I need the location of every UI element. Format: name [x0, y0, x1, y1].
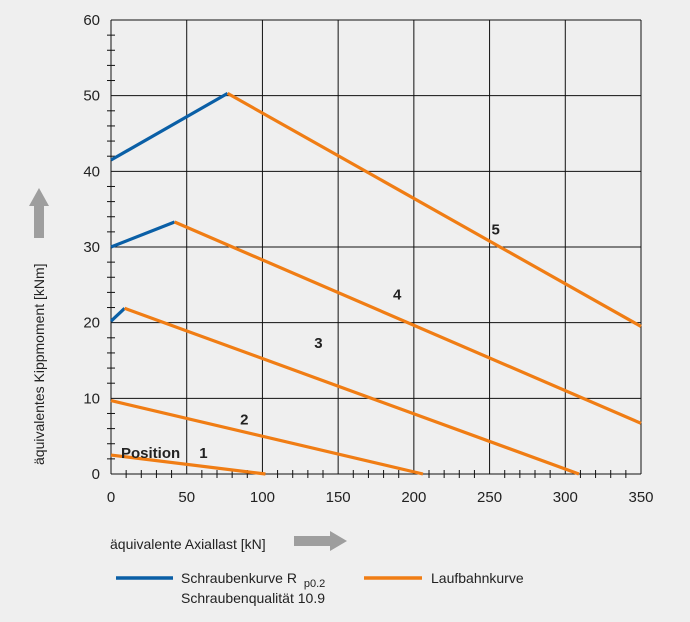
position-number-5: 5 — [491, 222, 499, 239]
screw-curve-position-5 — [111, 93, 228, 160]
position-label: Position — [121, 445, 180, 462]
legend-screw-subscript: p0.2 — [304, 578, 325, 590]
legend: Schraubenkurve R p0.2 Schraubenqualität … — [116, 570, 524, 606]
raceway-curve-position-2 — [111, 401, 423, 474]
legend-raceway-label: Laufbahnkurve — [431, 570, 524, 586]
raceway-curve-position-5 — [228, 93, 641, 326]
y-tick-label: 60 — [83, 12, 100, 29]
x-tick-label: 0 — [107, 489, 115, 506]
y-axis-arrow-icon — [29, 188, 49, 238]
raceway-curve-position-3 — [125, 308, 579, 474]
tick-labels: 0 50 100 150 200 250 300 350 0 10 20 30 40 50 60 — [83, 12, 653, 506]
screw-curve-position-4 — [111, 222, 175, 247]
x-tick-label: 150 — [326, 489, 351, 506]
position-number-4: 4 — [393, 287, 402, 304]
x-tick-label: 200 — [401, 489, 426, 506]
screw-curve-position-3 — [111, 308, 125, 321]
series-lines — [111, 93, 641, 474]
y-axis-title: äquivalentes Kippmoment [kNm] — [31, 263, 47, 465]
x-axis-arrow-icon — [294, 531, 347, 551]
minor-ticks — [107, 35, 626, 478]
legend-screw-label: Schraubenkurve R p0.2 — [181, 570, 325, 590]
x-tick-label: 350 — [628, 489, 653, 506]
x-tick-label: 100 — [250, 489, 275, 506]
y-tick-label: 30 — [83, 239, 100, 256]
x-tick-label: 250 — [477, 489, 502, 506]
y-tick-label: 50 — [83, 88, 100, 105]
y-tick-label: 20 — [83, 315, 100, 332]
y-tick-label: 40 — [83, 163, 100, 180]
x-tick-label: 50 — [178, 489, 195, 506]
y-tick-label: 10 — [83, 390, 100, 407]
position-number-3: 3 — [314, 335, 322, 352]
position-number-1: 1 — [199, 445, 207, 462]
x-tick-label: 300 — [553, 489, 578, 506]
position-number-2: 2 — [240, 412, 248, 429]
x-axis-title: äquivalente Axiallast [kN] — [110, 536, 266, 552]
grid — [111, 20, 641, 474]
y-tick-label: 0 — [92, 466, 100, 483]
legend-screw-quality: Schraubenqualität 10.9 — [181, 590, 325, 606]
